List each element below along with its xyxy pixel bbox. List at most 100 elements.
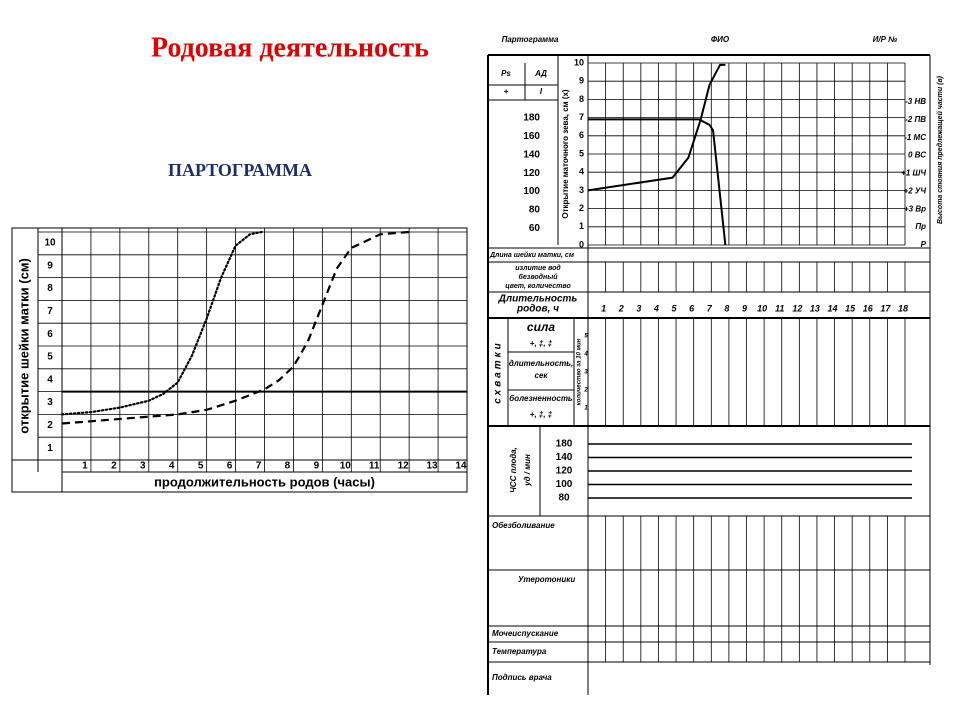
bp-scale: 140 xyxy=(523,149,540,160)
y-tick-label: 9 xyxy=(47,260,53,271)
series-line xyxy=(587,63,726,192)
contractions-label: +, ‡, ‡ xyxy=(530,410,553,419)
station-axis: Высота стояния предлежащей части (в) xyxy=(936,75,944,224)
x-tick-label: 18 xyxy=(898,303,908,313)
y-axis-label: Открытие маточного зева, см (х) xyxy=(561,89,570,219)
y-tick-label: 10 xyxy=(44,238,56,249)
series-line xyxy=(60,230,263,416)
x-tick-label: 14 xyxy=(828,303,838,313)
y-tick-label: 7 xyxy=(579,112,584,122)
count-scale: 5 xyxy=(584,334,588,340)
bp-scale: 160 xyxy=(523,131,540,142)
x-tick-label: 7 xyxy=(707,303,713,313)
row-label: Подпись врача xyxy=(492,673,552,682)
count-axis: количество за 10 мин xyxy=(577,338,583,405)
fhr-label: уд / мин xyxy=(523,454,532,487)
x-tick-label: 3 xyxy=(636,303,641,313)
row-label: родов, ч xyxy=(516,304,559,315)
bp-scale: 60 xyxy=(529,223,541,234)
slide-subtitle: ПАРТОГРАММА xyxy=(168,160,312,180)
y-tick-label: 4 xyxy=(47,374,53,385)
y-tick-label: 2 xyxy=(579,203,584,213)
series-line xyxy=(588,118,727,246)
contractions-label: сила xyxy=(527,320,555,334)
x-tick-label: 2 xyxy=(111,461,117,472)
pulse-bp: Ps xyxy=(501,69,511,78)
form-frame xyxy=(487,54,931,695)
x-tick-label: 9 xyxy=(742,303,747,313)
y-tick-label: 1 xyxy=(579,221,584,231)
fhr-scale: 100 xyxy=(556,479,573,490)
bp-scale: 120 xyxy=(523,168,540,179)
contractions-label: сек xyxy=(535,371,549,380)
station-label: +2 УЧ xyxy=(904,186,927,195)
station-label: Р xyxy=(921,240,927,249)
x-tick-label: 3 xyxy=(140,461,146,472)
y-tick-label: 7 xyxy=(47,306,53,317)
y-tick-label: 10 xyxy=(574,57,584,67)
bp-scale: 80 xyxy=(529,205,541,216)
x-axis-label: продолжительность родов (часы) xyxy=(154,474,375,489)
x-tick-label: 10 xyxy=(340,461,352,472)
x-tick-label: 17 xyxy=(880,303,891,313)
row-label: Длина шейки матки, см xyxy=(489,251,575,259)
row-label: Длительность xyxy=(498,294,578,305)
form-header: Партограмма xyxy=(502,35,559,44)
y-tick-label: 2 xyxy=(47,420,53,431)
x-tick-label: 5 xyxy=(198,461,204,472)
y-tick-label: 9 xyxy=(579,76,584,86)
x-tick-label: 10 xyxy=(757,303,767,313)
station-label: +1 ШЧ xyxy=(901,169,926,178)
y-tick-label: 1 xyxy=(47,443,53,454)
count-scale: 3 xyxy=(584,370,588,376)
y-tick-label: 8 xyxy=(579,94,584,104)
x-tick-label: 9 xyxy=(314,461,320,472)
count-scale: 4 xyxy=(583,352,588,358)
fhr-scale: 180 xyxy=(556,439,573,450)
x-tick-label: 6 xyxy=(227,461,233,472)
bp-scale: 180 xyxy=(523,113,540,124)
y-tick-label: 8 xyxy=(47,283,53,294)
station-label: Пр xyxy=(915,222,926,231)
y-tick-label: 3 xyxy=(47,397,53,408)
contractions-label: длительность, xyxy=(509,359,573,368)
x-tick-label: 7 xyxy=(256,461,262,472)
y-tick-label: 6 xyxy=(47,329,53,340)
y-tick-label: 4 xyxy=(579,167,584,177)
row-label: Утеротоники xyxy=(518,575,575,584)
x-tick-label: 12 xyxy=(398,461,410,472)
y-axis-label: открытие шейки матки (см) xyxy=(16,258,31,434)
station-label: 0 ВС xyxy=(908,151,926,160)
x-tick-label: 4 xyxy=(653,303,659,313)
station-label: -2 ПВ xyxy=(905,115,926,124)
row-label: цвет, количество xyxy=(505,283,571,290)
row-label: Мочеиспускание xyxy=(492,629,559,638)
pulse-bp: I xyxy=(540,87,543,96)
x-tick-label: 16 xyxy=(863,303,874,313)
x-tick-label: 2 xyxy=(618,303,624,313)
x-tick-label: 6 xyxy=(689,303,695,313)
pulse-bp: + xyxy=(504,87,509,96)
x-tick-label: 11 xyxy=(775,303,784,313)
row-label: Обезболивание xyxy=(492,521,555,530)
series-line xyxy=(61,230,410,425)
y-tick-label: 6 xyxy=(579,130,584,140)
x-tick-label: 1 xyxy=(82,461,88,472)
station-label: -1 МС xyxy=(904,133,926,142)
x-tick-label: 15 xyxy=(845,303,856,313)
row-label: безводный xyxy=(519,273,559,281)
y-tick-label: 5 xyxy=(579,148,584,158)
x-tick-label: 12 xyxy=(792,303,802,313)
x-tick-label: 13 xyxy=(427,461,439,472)
left-frame xyxy=(11,227,468,493)
fhr-label: ЧСС плода, xyxy=(509,447,518,493)
x-tick-label: 8 xyxy=(285,461,291,472)
x-tick-label: 11 xyxy=(369,461,380,472)
x-tick-label: 13 xyxy=(810,303,820,313)
station-label: +3 Вр xyxy=(904,204,926,213)
x-tick-label: 5 xyxy=(672,303,678,313)
station-label: -3 НВ xyxy=(905,97,926,106)
row-label: излитие вод xyxy=(515,264,561,272)
slide-title: Родовая деятельность xyxy=(151,32,429,63)
